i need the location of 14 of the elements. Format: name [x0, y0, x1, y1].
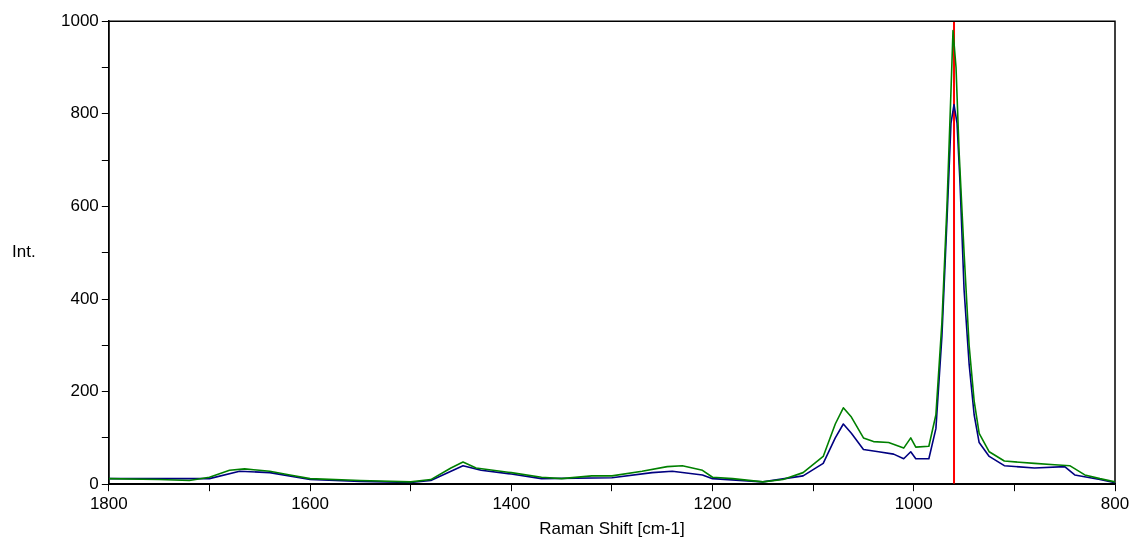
y-tick-label: 0: [89, 473, 99, 493]
x-tick-label: 1400: [492, 494, 531, 514]
x-tick-label: 1600: [291, 494, 329, 514]
y-tick-label: 800: [70, 103, 99, 123]
y-axis-title: Int.: [12, 242, 36, 262]
x-tick-label: 1000: [894, 494, 933, 514]
y-tick-label: 1000: [60, 10, 99, 30]
x-tick-label: 800: [1100, 494, 1130, 514]
x-axis-title: Raman Shift [cm-1]: [539, 519, 685, 539]
x-tick-label: 1200: [693, 494, 732, 514]
y-tick-label: 400: [70, 288, 99, 308]
x-tick-label: 1800: [89, 494, 128, 514]
y-tick-label: 600: [70, 196, 99, 216]
y-tick-label: 200: [70, 381, 99, 401]
